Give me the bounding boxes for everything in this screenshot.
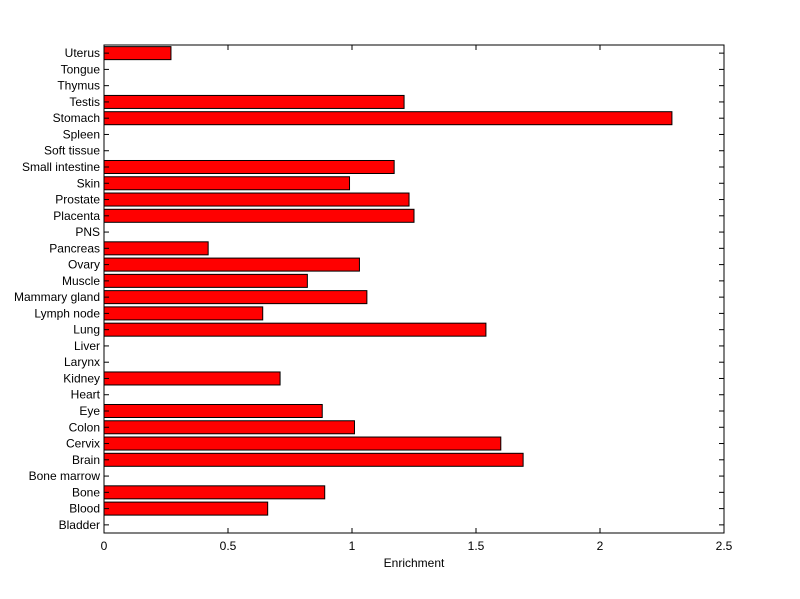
y-tick-label: Ovary [68, 258, 100, 272]
bar-ovary [103, 257, 360, 272]
x-axis-title: Enrichment [384, 556, 445, 570]
y-tick-label: Liver [74, 339, 100, 353]
bar-blood [103, 501, 269, 516]
bar-uterus [103, 46, 172, 61]
y-tick-label: Prostate [55, 193, 100, 207]
y-tick-label: Skin [77, 176, 100, 190]
bars-layer [103, 46, 673, 516]
y-tick-label: Bone [72, 485, 100, 499]
bar-stomach [103, 111, 673, 126]
y-tick-label: Cervix [66, 437, 100, 451]
y-tick-label: Heart [71, 388, 101, 402]
y-tick-label: Tongue [61, 62, 101, 76]
y-tick-label: Soft tissue [44, 144, 100, 158]
bar-pancreas [103, 241, 209, 256]
y-tick-label: Placenta [53, 209, 100, 223]
y-tick-label: Pancreas [49, 241, 100, 255]
axes-frame [103, 44, 725, 534]
y-tick-label: Lung [73, 323, 100, 337]
y-tick-label: Spleen [63, 127, 100, 141]
bar-mammary-gland [103, 290, 368, 305]
y-tick-label: Colon [69, 420, 100, 434]
bar-lymph-node [103, 306, 264, 321]
bar-placenta [103, 208, 415, 223]
bar-eye [103, 403, 323, 419]
y-tick-label: Lymph node [34, 306, 100, 320]
bar-prostate [103, 192, 410, 207]
bar-bone [103, 485, 326, 500]
x-tick-label: 1 [349, 539, 356, 553]
bar-kidney [103, 371, 281, 386]
bar-muscle [103, 273, 308, 288]
bar-skin [103, 176, 351, 191]
y-tick-label: Blood [69, 502, 100, 516]
y-tick-label: Kidney [63, 371, 100, 385]
y-tick-label: Muscle [62, 274, 100, 288]
bar-lung [103, 322, 487, 337]
bar-cervix [103, 436, 502, 451]
x-tick-label: 0.5 [220, 539, 237, 553]
y-tick-label: Small intestine [22, 160, 100, 174]
ticks-layer [103, 45, 725, 533]
y-tick-label: Uterus [65, 46, 100, 60]
y-tick-label: Eye [79, 404, 100, 418]
y-tick-label: Brain [72, 453, 100, 467]
y-tick-label: Larynx [64, 355, 100, 369]
bar-testis [103, 94, 405, 109]
x-tick-label: 0 [101, 539, 108, 553]
y-tick-label: Mammary gland [14, 290, 100, 304]
bar-colon [103, 420, 355, 435]
y-tick-label: Bone marrow [29, 469, 101, 483]
x-tick-labels: 0 0.5 1 1.5 2 2.5 [101, 539, 733, 553]
y-tick-label: Stomach [53, 111, 100, 125]
x-tick-label: 1.5 [468, 539, 485, 553]
y-tick-label: PNS [75, 225, 100, 239]
x-tick-label: 2 [597, 539, 604, 553]
y-tick-label: Bladder [59, 518, 100, 532]
x-tick-label: 2.5 [716, 539, 733, 553]
plot-frame [103, 44, 725, 534]
y-tick-label: Thymus [57, 79, 100, 93]
bar-brain [103, 452, 524, 467]
bar-small-intestine [103, 159, 395, 175]
y-tick-labels: Bladder Blood Bone Bone marrow Brain Cervix Co… [14, 46, 101, 532]
y-tick-label: Testis [69, 95, 100, 109]
